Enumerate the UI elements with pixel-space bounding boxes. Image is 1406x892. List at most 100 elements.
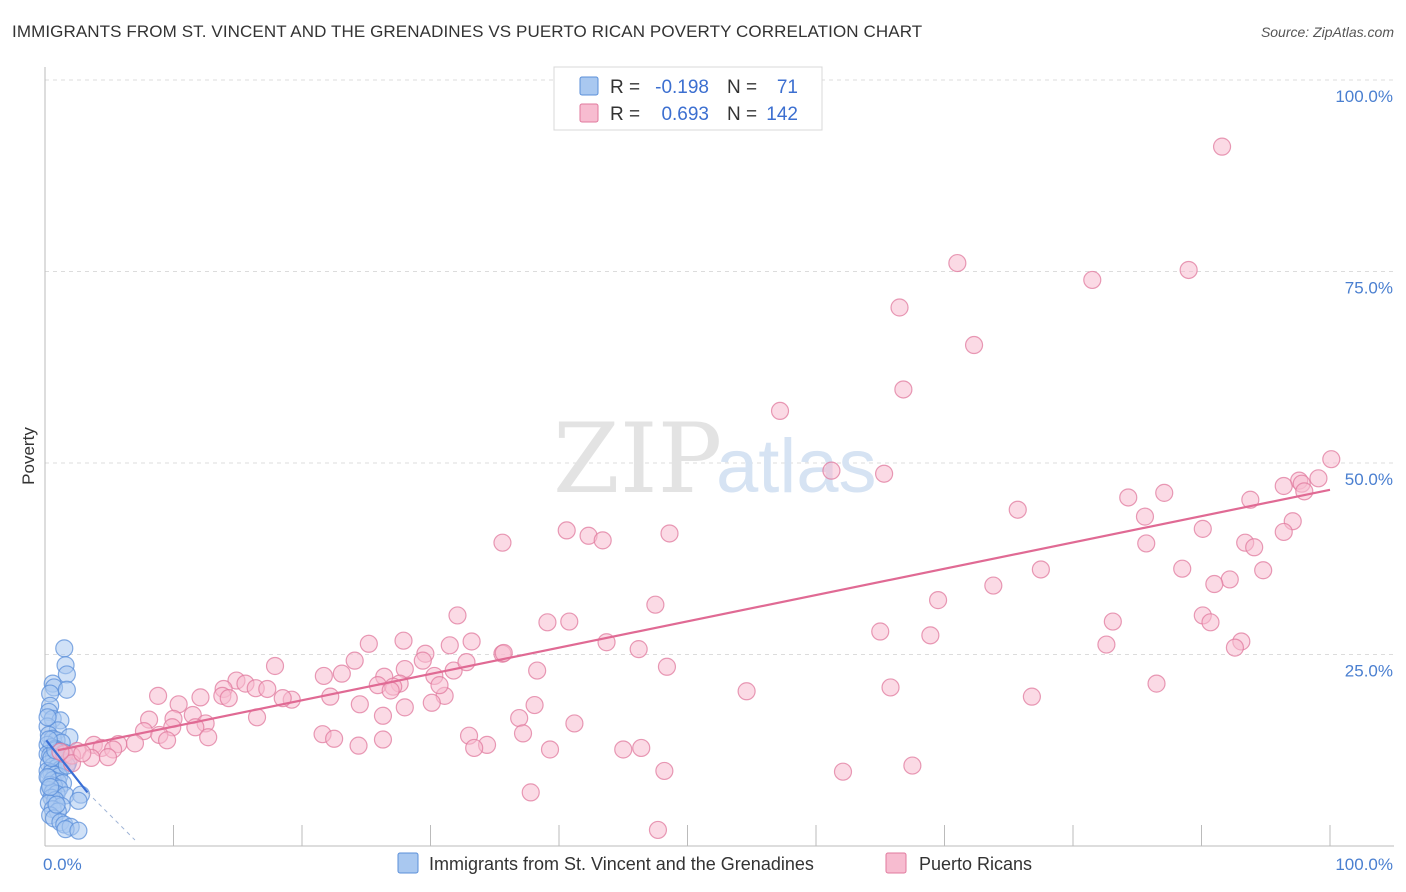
watermark: ZIP atlas bbox=[553, 403, 877, 515]
series-1-point-81 bbox=[191, 688, 210, 707]
series-1-point-138 bbox=[465, 738, 484, 758]
series-1-point-132 bbox=[655, 761, 674, 781]
series-1-point-1 bbox=[948, 253, 967, 273]
series-1-point-136 bbox=[51, 742, 70, 761]
series-1-point-95 bbox=[525, 695, 544, 715]
bottom-legend-item-0: Immigrants from St. Vincent and the Gren… bbox=[397, 852, 814, 874]
series-1-point-92 bbox=[422, 693, 441, 712]
series-1-point-111 bbox=[513, 724, 533, 743]
y-tick-labels: 25.0% 50.0% 75.0% 100.0% bbox=[1335, 87, 1393, 681]
series-1-point-16 bbox=[1155, 483, 1174, 502]
series-1-point-40 bbox=[448, 606, 467, 625]
series-1-point-34 bbox=[1254, 561, 1273, 580]
series-1-point-108 bbox=[199, 728, 218, 747]
series-1-point-32 bbox=[1031, 560, 1050, 579]
legend-row-0: R = -0.198 N = 71 bbox=[579, 76, 798, 98]
series-1-point-18 bbox=[1241, 490, 1260, 509]
legend-swatch-0 bbox=[579, 76, 599, 96]
series-1-point-60 bbox=[413, 651, 432, 670]
x-tick-label-0: 0.0% bbox=[43, 855, 82, 874]
series-1-point-100 bbox=[510, 708, 529, 728]
series-1-point-128 bbox=[373, 730, 393, 749]
series-0-point-69 bbox=[38, 708, 57, 727]
legend-n-label-1: N = bbox=[727, 104, 757, 125]
series-1-point-33 bbox=[1173, 559, 1192, 578]
series-1-point-129 bbox=[540, 740, 560, 759]
series-0-points bbox=[38, 639, 91, 840]
legend-n-value-0: 71 bbox=[777, 77, 798, 98]
series-1-point-42 bbox=[538, 613, 557, 632]
series-1-point-11 bbox=[1309, 469, 1328, 488]
series-1-point-130 bbox=[632, 738, 651, 758]
series-0-point-66 bbox=[39, 730, 58, 749]
series-1-point-94 bbox=[1022, 687, 1041, 706]
series-1-point-80 bbox=[148, 686, 168, 705]
trend-lines bbox=[45, 488, 1331, 841]
legend-r-label-0: R = bbox=[610, 77, 640, 98]
series-1-point-25 bbox=[1193, 519, 1212, 538]
series-1-point-131 bbox=[903, 756, 922, 775]
series-1-point-20 bbox=[1135, 507, 1155, 526]
series-1-point-99 bbox=[373, 706, 393, 725]
series-0-point-51 bbox=[69, 791, 88, 810]
legend-r-value-0: -0.198 bbox=[655, 77, 709, 98]
series-1-point-22 bbox=[557, 521, 576, 540]
series-1-point-9 bbox=[822, 461, 841, 480]
series-1-point-135 bbox=[648, 820, 668, 840]
series-1-point-24 bbox=[660, 524, 679, 543]
y-axis-title: Poverty bbox=[19, 427, 38, 485]
series-1-point-45 bbox=[1201, 613, 1220, 632]
series-1-point-23 bbox=[1274, 522, 1293, 542]
series-1-point-19 bbox=[1008, 500, 1027, 519]
series-1-point-3 bbox=[1083, 270, 1102, 290]
series-1-point-79 bbox=[737, 682, 756, 701]
series-1-point-88 bbox=[881, 678, 900, 697]
legend-n-label-0: N = bbox=[727, 77, 757, 98]
series-1-point-134 bbox=[521, 783, 540, 802]
gridlines bbox=[45, 79, 1394, 655]
series-1-point-113 bbox=[157, 731, 177, 750]
series-1-point-38 bbox=[928, 591, 948, 610]
series-1-point-39 bbox=[646, 595, 665, 614]
y-tick-label-2: 75.0% bbox=[1345, 279, 1393, 298]
series-1-point-30 bbox=[1245, 538, 1264, 557]
series-1-point-14 bbox=[1274, 476, 1293, 496]
bottom-legend-swatch-0 bbox=[397, 852, 419, 874]
series-1-point-56 bbox=[629, 640, 648, 659]
watermark-zip: ZIP bbox=[553, 403, 722, 515]
series-1-point-121 bbox=[614, 740, 633, 759]
series-1-point-54 bbox=[1097, 635, 1116, 654]
series-1-point-52 bbox=[359, 634, 378, 653]
series-1-point-51 bbox=[462, 632, 481, 651]
series-1-point-66 bbox=[314, 666, 333, 686]
series-1-point-10 bbox=[875, 464, 894, 483]
series-1-point-6 bbox=[894, 380, 913, 399]
series-1-point-17 bbox=[1119, 488, 1138, 507]
watermark-atlas: atlas bbox=[716, 424, 877, 509]
axes bbox=[44, 67, 1394, 847]
legend-row-1: R = 0.693 N = 142 bbox=[579, 103, 798, 125]
series-1-point-105 bbox=[565, 714, 584, 733]
series-1-point-62 bbox=[657, 657, 677, 676]
chart-title: IMMIGRANTS FROM ST. VINCENT AND THE GREN… bbox=[12, 22, 923, 41]
series-1-point-27 bbox=[593, 531, 612, 550]
data-points bbox=[38, 137, 1341, 840]
series-1-point-37 bbox=[984, 576, 1003, 595]
series-1-point-90 bbox=[395, 698, 414, 717]
series-1-point-84 bbox=[219, 689, 238, 708]
series-1-point-59 bbox=[345, 651, 364, 670]
series-1-point-112 bbox=[325, 729, 344, 748]
bottom-legend-label-1: Puerto Ricans bbox=[919, 854, 1032, 874]
series-1-point-2 bbox=[1179, 260, 1198, 280]
series-1-point-43 bbox=[560, 612, 579, 631]
series-0-point-62 bbox=[69, 821, 88, 840]
legend-swatch-1 bbox=[579, 103, 599, 123]
series-0-trend-line bbox=[45, 739, 89, 794]
y-tick-label-1: 50.0% bbox=[1345, 470, 1393, 489]
bottom-legend-swatch-1 bbox=[885, 852, 907, 874]
series-1-point-8 bbox=[1322, 450, 1341, 469]
series-1-point-77 bbox=[258, 679, 277, 699]
series-1-point-55 bbox=[1225, 638, 1245, 657]
legend-r-label-1: R = bbox=[610, 104, 640, 125]
